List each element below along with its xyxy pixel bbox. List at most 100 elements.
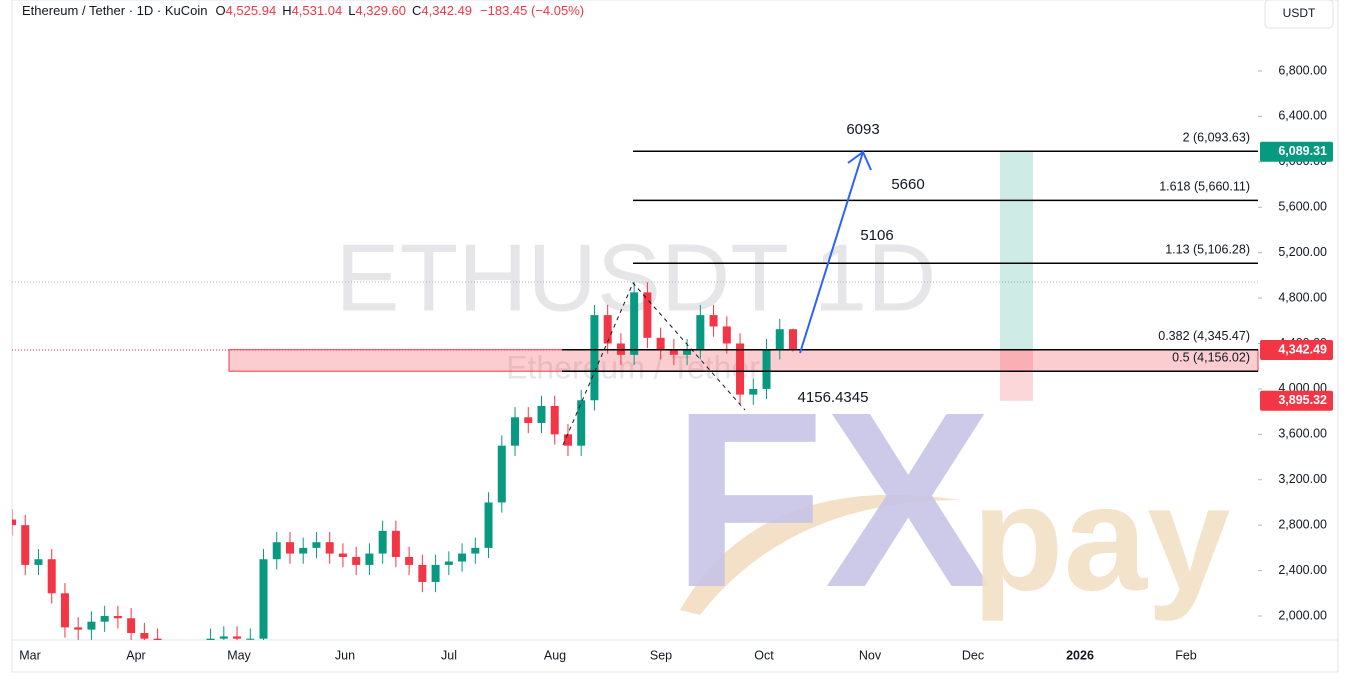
x-tick-label: Mar	[19, 648, 41, 662]
fib-label: 1.13 (5,106.28)	[1165, 243, 1250, 257]
x-tick-label: Dec	[962, 648, 984, 662]
y-tick-label: 6,400.00	[1278, 109, 1327, 123]
candle-body	[74, 627, 83, 630]
candle-body	[603, 315, 612, 344]
candle-body	[299, 547, 308, 554]
annotation: 4156.4345	[798, 389, 869, 406]
ohlc-key: L	[348, 3, 355, 18]
candle-body	[484, 502, 493, 548]
candle-body	[683, 349, 692, 355]
y-tick-label: 2,800.00	[1278, 517, 1327, 531]
currency-box[interactable]	[1264, 0, 1334, 29]
candle-body	[696, 315, 705, 350]
candle-body	[352, 556, 361, 565]
fib-label: 0.382 (4,345.47)	[1158, 329, 1250, 343]
stop-box	[1000, 349, 1033, 401]
annotation: 6093	[846, 121, 879, 138]
x-tick-label: Sep	[650, 648, 672, 662]
price-tag	[1260, 141, 1333, 162]
arrow-head	[847, 150, 872, 171]
symbol: Ethereum / Tether · 1D · KuCoin	[22, 3, 207, 18]
logo-fx: FX	[672, 360, 991, 639]
price-tag-label: 4,342.49	[1278, 342, 1327, 356]
candle-body	[630, 292, 639, 355]
candle-body	[563, 434, 572, 446]
candle-body	[736, 343, 745, 395]
candle-body	[391, 530, 400, 557]
logo-swoosh	[680, 494, 960, 615]
candle-body	[590, 315, 599, 401]
candle-body	[709, 315, 718, 327]
candle-body	[100, 616, 109, 622]
change: −183.45 (−4.05%)	[480, 3, 584, 18]
x-tick-label: May	[227, 648, 251, 662]
price-tag-label: 6,089.31	[1278, 144, 1327, 158]
candle-body	[775, 329, 784, 350]
y-tick-label: 3,200.00	[1278, 472, 1327, 486]
candle-body	[405, 556, 414, 565]
candle-body	[272, 542, 281, 560]
candle-body	[233, 636, 242, 639]
fib-label: 0.5 (4,156.02)	[1172, 350, 1250, 364]
y-tick-label: 3,600.00	[1278, 427, 1327, 441]
candle-body	[537, 405, 546, 423]
ohlc-key: C	[412, 3, 421, 18]
zigzag	[562, 282, 746, 446]
fib-label: 1.618 (5,660.11)	[1159, 180, 1250, 194]
candle-body	[365, 553, 374, 565]
candle-body	[471, 547, 480, 554]
candle-body	[285, 542, 294, 554]
fib-label: 2 (6,093.63)	[1183, 130, 1250, 144]
header: Ethereum / Tether · 1D · KuCoin O4,525.94…	[22, 3, 584, 18]
candle-body	[219, 636, 228, 639]
ohlc-value: 4,531.04	[292, 3, 343, 18]
price-tag-label: 3,895.32	[1278, 393, 1327, 407]
candle-body	[47, 559, 56, 594]
candle-body	[312, 542, 321, 548]
x-tick-label: Oct	[754, 648, 774, 662]
target-box	[1000, 151, 1033, 350]
candle-body	[511, 417, 520, 446]
ohlc-value: 4,525.94	[226, 3, 277, 18]
currency: USDT	[1283, 6, 1316, 20]
candle-body	[325, 542, 334, 554]
ohlc-value: 4,329.60	[355, 3, 406, 18]
y-tick-label: 5,200.00	[1278, 245, 1327, 259]
x-tick-label: Jul	[441, 648, 457, 662]
y-tick-label: 5,600.00	[1278, 200, 1327, 214]
arrow	[799, 151, 864, 354]
x-tick-label: Jun	[335, 648, 355, 662]
frame	[11, 0, 1339, 673]
logo-pay: pay	[972, 454, 1230, 622]
candle-body	[21, 525, 30, 565]
candle-body	[259, 559, 268, 639]
candle-body	[418, 564, 427, 582]
candle-body	[338, 553, 347, 557]
price-tag	[1260, 390, 1333, 411]
candle-body	[550, 405, 559, 435]
y-tick-label: 2,000.00	[1278, 608, 1327, 622]
candle-body	[643, 292, 652, 338]
annotation: 5106	[860, 227, 893, 244]
candle-body	[762, 349, 771, 389]
y-tick-label: 4,800.00	[1278, 290, 1327, 304]
x-tick-label: 2026	[1066, 648, 1094, 662]
candle-body	[497, 445, 506, 503]
candle-body	[577, 400, 586, 446]
candle-body	[458, 553, 467, 562]
candle-body	[749, 388, 758, 395]
candle-body	[669, 349, 678, 355]
candle-body	[206, 638, 215, 640]
x-tick-label: Feb	[1175, 648, 1197, 662]
ohlc-value: 4,342.49	[421, 3, 472, 18]
candle-body	[246, 638, 255, 640]
candle-body	[87, 621, 96, 630]
candle-body	[12, 519, 16, 526]
candle-body	[722, 326, 731, 344]
annotation: 5660	[891, 176, 924, 193]
candle-body	[789, 329, 797, 351]
candle-body	[153, 638, 162, 640]
candle-body	[113, 616, 122, 619]
